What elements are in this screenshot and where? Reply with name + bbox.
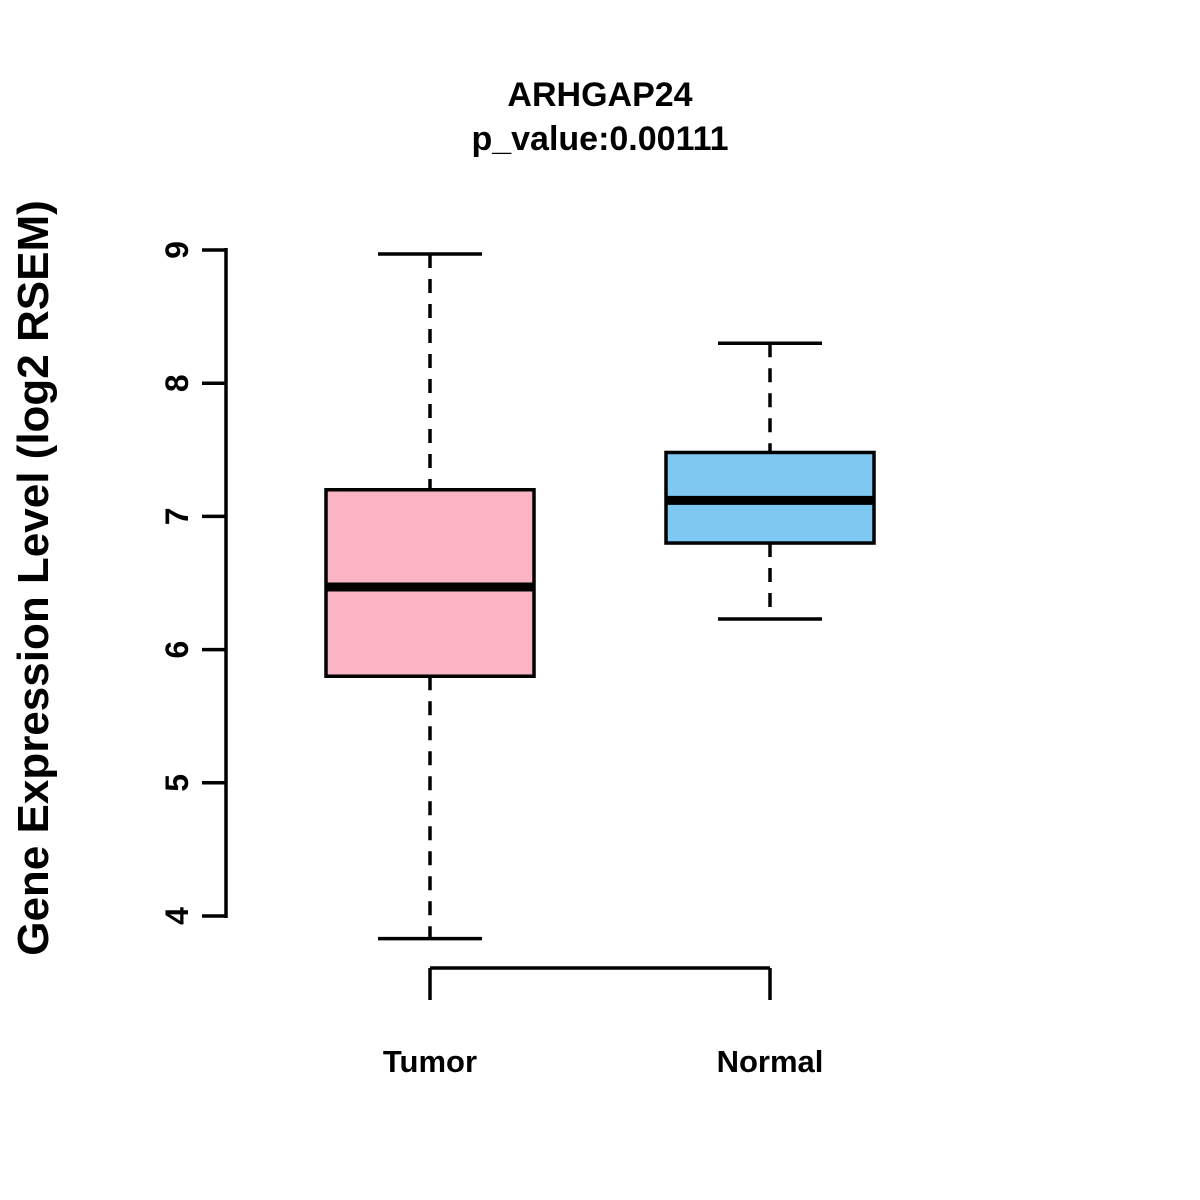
y-tick-label: 8 bbox=[159, 374, 195, 392]
category-label-normal: Normal bbox=[717, 1044, 824, 1079]
y-tick-label: 6 bbox=[159, 641, 195, 659]
category-label-tumor: Tumor bbox=[383, 1044, 477, 1079]
y-tick-label: 4 bbox=[159, 907, 195, 925]
y-tick-label: 9 bbox=[159, 241, 195, 259]
y-tick-label: 7 bbox=[159, 508, 195, 526]
chart-subtitle: p_value:0.00111 bbox=[471, 120, 729, 158]
chart-title: ARHGAP24 bbox=[507, 76, 693, 114]
y-tick-label: 5 bbox=[159, 774, 195, 792]
